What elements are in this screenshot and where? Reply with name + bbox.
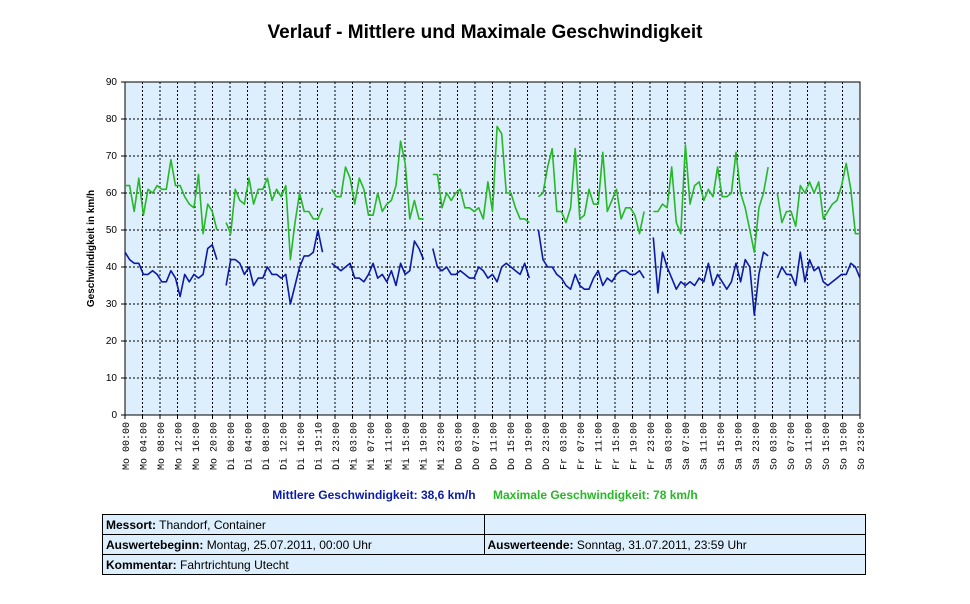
chart-title: Verlauf - Mittlere und Maximale Geschwin… — [267, 22, 703, 43]
y-tick-label: 50 — [106, 225, 118, 236]
mean-speed-line-segment — [331, 240, 425, 287]
x-tick-label: Do 11:00 — [490, 422, 501, 470]
x-tick-label: Mi 23:00 — [436, 422, 448, 470]
x-tick-label: Do 03:00 — [455, 422, 466, 470]
axis-layer: 0 10 20 30 40 50 60 70 80 90 Mo 00:00 Mo 04:00 Mo 08… — [106, 77, 868, 470]
x-tick-label: Do 23:00 — [542, 422, 553, 470]
max-speed-line-segment — [125, 158, 218, 235]
mean-speed-line-segment — [124, 244, 218, 298]
series-layer — [124, 125, 861, 316]
x-tick-label: Sa 15:00 — [717, 422, 728, 470]
ende-value: Sonntag, 31.07.2011, 23:59 Uhr — [576, 537, 747, 552]
x-tick-label: Fr 11:00 — [595, 422, 606, 470]
y-tick-label: 60 — [106, 188, 118, 199]
max-speed-line-segment — [537, 147, 645, 235]
y-axis-label: Geschwindigkeit in km/h — [86, 190, 97, 307]
x-tick-label: Sa 03:00 — [665, 422, 676, 470]
x-tick-label: So 23:00 — [857, 422, 868, 470]
messort-cell: Messort: Thandorf, Container — [102, 514, 485, 535]
legend: Mittlere Geschwindigkeit: 38,6 km/h Maxi… — [0, 488, 970, 502]
x-tick-label: Di 23:00 — [331, 422, 343, 470]
x-tick-label: Mi 15:00 — [401, 422, 413, 470]
x-tick-label: Mi 11:00 — [384, 422, 396, 470]
messort-value: Thandorf, Container — [159, 517, 266, 532]
x-tick-label: So 11:00 — [805, 422, 816, 470]
mean-speed-line-segment — [432, 248, 531, 283]
y-tick-label: 40 — [106, 262, 118, 273]
y-tick-label: 10 — [106, 373, 118, 384]
x-tick-label: Fr 15:00 — [612, 422, 623, 470]
mean-speed-line-segment — [225, 229, 324, 305]
max-speed-line-segment — [653, 144, 769, 253]
max-speed-line-segment — [776, 162, 860, 235]
beginn-cell: Auswertebeginn: Montag, 25.07.2011, 00:0… — [102, 534, 485, 555]
ende-label: Auswerteende: — [487, 537, 574, 552]
x-tick-label: Fr 07:00 — [577, 422, 588, 470]
mean-speed-line-segment — [537, 229, 645, 291]
y-tick-label: 70 — [106, 151, 118, 162]
x-tick-label: Fr 23:00 — [647, 422, 658, 470]
x-tick-label: Di 08:00 — [261, 422, 273, 470]
x-tick-label: So 15:00 — [822, 422, 833, 470]
x-tick-label: Mo 00:00 — [122, 422, 133, 470]
x-tick-label: Do 07:00 — [472, 422, 483, 470]
beginn-label: Auswertebeginn: — [106, 537, 204, 552]
x-tick-label: So 07:00 — [787, 422, 798, 470]
x-tick-label: Fr 03:00 — [560, 422, 571, 470]
y-tick-label: 90 — [106, 77, 118, 88]
y-tick-label: 20 — [106, 336, 118, 347]
x-tick-label: So 03:00 — [770, 422, 781, 470]
max-speed-line-segment — [225, 177, 324, 261]
x-tick-label: Di 00:00 — [226, 422, 238, 470]
x-tick-label: Sa 11:00 — [700, 422, 711, 470]
y-tick-label: 80 — [106, 114, 118, 125]
y-tick-label: 0 — [111, 410, 117, 421]
kommentar-cell: Kommentar: Fahrtrichtung Utecht — [102, 554, 866, 575]
x-tick-label: Di 04:00 — [244, 422, 256, 470]
x-tick-label: Mi 03:00 — [349, 422, 361, 470]
x-tick-label: Mi 19:00 — [419, 422, 431, 470]
ende-cell: Auswerteende: Sonntag, 31.07.2011, 23:59… — [483, 534, 866, 555]
x-tick-label: Sa 07:00 — [682, 422, 693, 470]
grid-layer — [125, 82, 860, 415]
x-tick-label: Di 19:10 — [314, 422, 326, 470]
legend-mean-speed: Mittlere Geschwindigkeit: 38,6 km/h — [272, 488, 476, 502]
info-row-messort: Messort: Thandorf, Container — [102, 514, 866, 535]
beginn-value: Montag, 25.07.2011, 00:00 Uhr — [206, 537, 372, 552]
mean-speed-line-segment — [776, 251, 861, 287]
legend-max-speed: Maximale Geschwindigkeit: 78 km/h — [492, 488, 698, 502]
x-tick-label: Mo 20:00 — [210, 422, 221, 470]
x-tick-label: Mo 16:00 — [192, 422, 203, 470]
x-tick-label: Mo 08:00 — [157, 422, 168, 470]
messort-label: Messort: — [106, 517, 157, 532]
x-tick-label: Mo 12:00 — [175, 422, 186, 470]
info-table: Messort: Thandorf, Container Auswertebeg… — [102, 514, 866, 575]
mean-speed-line-segment — [652, 237, 769, 316]
x-tick-label: Fr 19:00 — [630, 422, 641, 470]
x-tick-label: Mo 04:00 — [140, 422, 151, 470]
kommentar-label: Kommentar: — [106, 557, 177, 572]
x-tick-label: Sa 23:00 — [752, 422, 763, 470]
x-tick-label: Mi 07:00 — [366, 422, 378, 470]
x-tick-label: Di 12:00 — [279, 422, 291, 470]
max-speed-line-segment — [331, 140, 424, 220]
x-tick-label: Sa 19:00 — [735, 422, 746, 470]
empty-cell — [483, 514, 866, 535]
info-row-kommentar: Kommentar: Fahrtrichtung Utecht — [102, 554, 866, 575]
y-tick-label: 30 — [106, 299, 118, 310]
x-tick-label: Di 16:00 — [296, 422, 308, 470]
max-speed-line-segment — [432, 125, 530, 224]
x-tick-label: So 19:00 — [840, 422, 851, 470]
kommentar-value: Fahrtrichtung Utecht — [180, 557, 289, 572]
x-tick-label: Do 15:00 — [507, 422, 518, 470]
info-row-period: Auswertebeginn: Montag, 25.07.2011, 00:0… — [102, 534, 866, 555]
x-tick-label: Do 19:00 — [525, 422, 536, 470]
